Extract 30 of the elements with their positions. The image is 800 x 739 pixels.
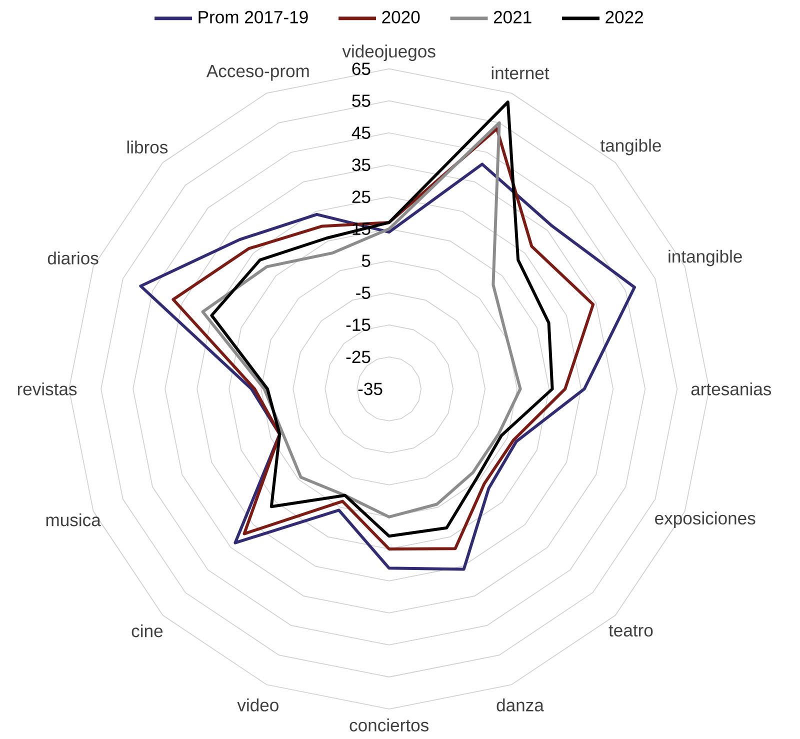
legend-label: Prom 2017-19 [198,10,308,24]
spoke-label: danza [496,698,544,712]
spoke-label: intangible [668,250,742,266]
spoke-label: conciertos [350,718,428,732]
legend-label: 2020 [382,10,420,24]
spoke-label: internet [492,66,550,80]
y-tick-label: -35 [358,382,382,396]
spoke-label: diarios [48,252,98,264]
spoke-label: libros [127,140,168,154]
spoke-label: cine [132,624,163,638]
y-tick-label: 25 [352,190,370,204]
y-tick-label: 5 [362,254,370,268]
y-tick-label: 45 [352,126,370,139]
spoke-label: videojuegos [342,44,436,62]
legend-label: 2021 [494,10,532,24]
spoke-label: Acceso-prom [206,65,309,81]
y-tick-label: -25 [346,350,370,364]
spoke-label: exposiciones [655,512,756,528]
spoke-label: tangible [600,138,661,156]
y-tick-label: 65 [352,62,370,76]
y-tick-label: 55 [352,94,370,107]
y-tick-label: -5 [356,286,370,300]
y-tick-label: -15 [346,318,370,332]
spoke-label: artesanias [691,382,772,396]
legend-label: 2022 [606,10,643,24]
spoke-label: revistas [18,382,77,396]
spoke-label: teatro [608,625,653,637]
spoke-label: video [237,698,278,712]
spoke-label: musica [46,513,101,526]
y-tick-label: 35 [352,158,370,172]
